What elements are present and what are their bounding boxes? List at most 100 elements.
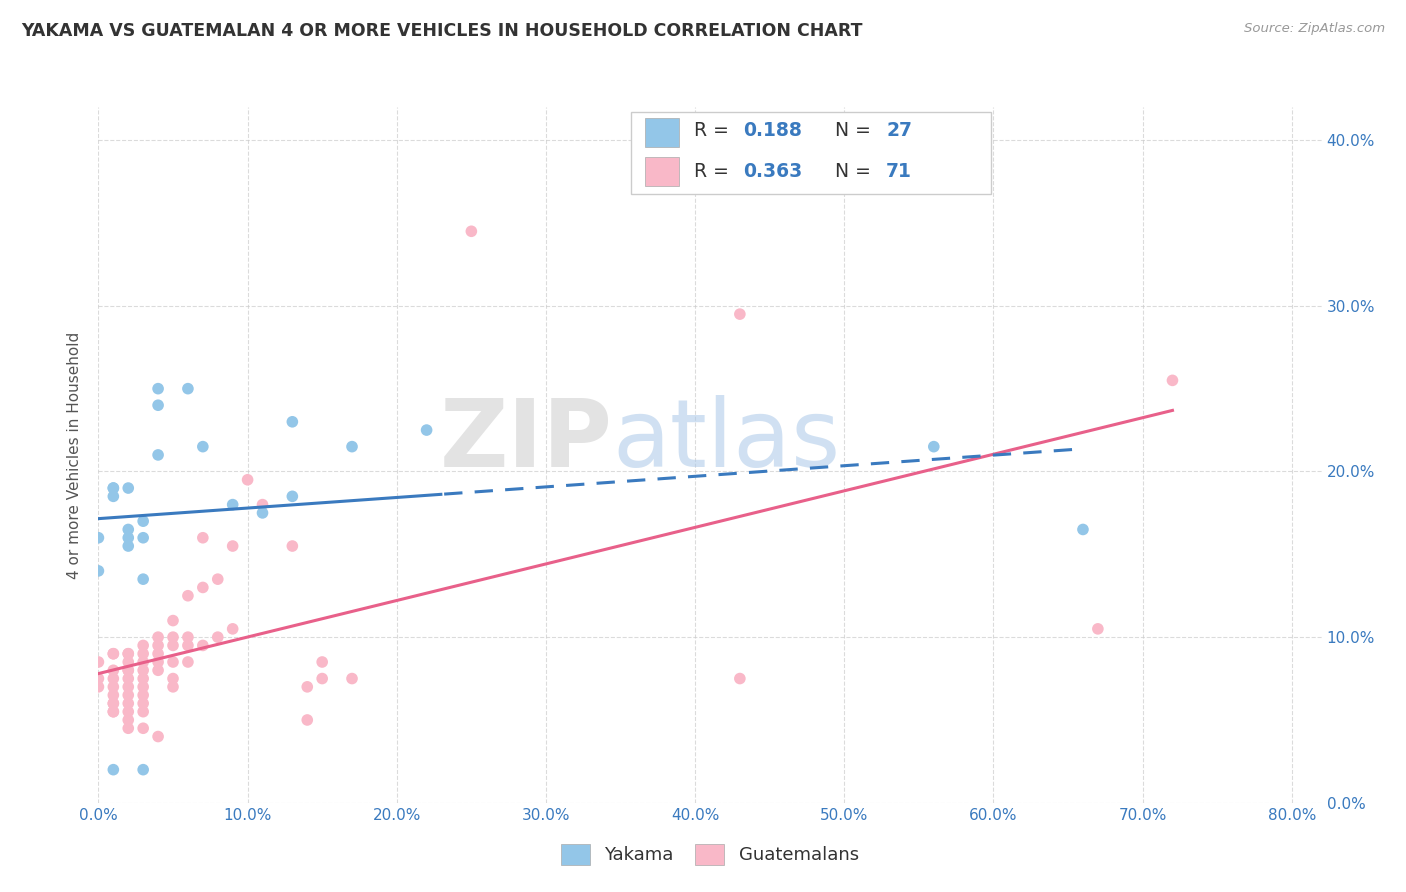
Text: Source: ZipAtlas.com: Source: ZipAtlas.com (1244, 22, 1385, 36)
Point (117, 531, 139, 545)
Point (132, 572, 155, 586)
Text: N =: N = (835, 161, 877, 180)
Point (191, 639, 214, 653)
Point (132, 531, 155, 545)
Point (728, 672, 751, 686)
Point (281, 415, 304, 429)
Point (252, 506, 274, 520)
Point (103, 647, 125, 661)
Point (103, 481, 125, 495)
Point (103, 481, 125, 495)
Point (132, 705, 155, 719)
Point (117, 655, 139, 669)
Point (146, 639, 169, 653)
Point (177, 630, 200, 644)
Point (1087, 622, 1109, 636)
Y-axis label: 4 or more Vehicles in Household: 4 or more Vehicles in Household (67, 331, 83, 579)
Point (87, 531, 110, 545)
Point (922, 440, 945, 454)
Point (103, 680, 125, 694)
Point (1071, 523, 1094, 537)
Text: 71: 71 (886, 161, 912, 180)
Legend: Yakama, Guatemalans: Yakama, Guatemalans (553, 835, 868, 874)
Bar (645, 118, 679, 147)
Point (728, 307, 751, 321)
Point (87, 672, 110, 686)
Point (146, 448, 169, 462)
Bar (645, 157, 679, 186)
Point (117, 721, 139, 735)
Text: N =: N = (835, 121, 877, 140)
Point (177, 639, 200, 653)
Point (132, 514, 155, 528)
FancyBboxPatch shape (630, 112, 991, 194)
Point (103, 763, 125, 777)
Point (132, 655, 155, 669)
Point (117, 705, 139, 719)
Point (191, 440, 214, 454)
Point (415, 423, 437, 437)
Text: ZIP: ZIP (439, 395, 612, 487)
Point (162, 655, 184, 669)
Point (221, 498, 243, 512)
Point (103, 489, 125, 503)
Point (117, 523, 139, 537)
Point (117, 663, 139, 677)
Point (117, 481, 139, 495)
Point (132, 639, 155, 653)
Point (117, 647, 139, 661)
Point (146, 730, 169, 744)
Point (117, 672, 139, 686)
Point (146, 647, 169, 661)
Point (162, 639, 184, 653)
Point (221, 622, 243, 636)
Point (117, 647, 139, 661)
Text: 0.363: 0.363 (742, 161, 803, 180)
Text: atlas: atlas (612, 395, 841, 487)
Point (340, 672, 363, 686)
Text: 27: 27 (886, 121, 912, 140)
Point (87, 564, 110, 578)
Text: R =: R = (695, 161, 735, 180)
Point (177, 655, 200, 669)
Point (191, 531, 214, 545)
Point (146, 663, 169, 677)
Point (162, 630, 184, 644)
Point (117, 539, 139, 553)
Point (146, 398, 169, 412)
Point (132, 663, 155, 677)
Point (146, 655, 169, 669)
Point (132, 647, 155, 661)
Point (117, 680, 139, 694)
Point (132, 763, 155, 777)
Point (132, 680, 155, 694)
Point (103, 705, 125, 719)
Point (103, 663, 125, 677)
Point (117, 713, 139, 727)
Point (297, 713, 319, 727)
Point (177, 382, 200, 396)
Point (177, 589, 200, 603)
Point (162, 680, 184, 694)
Point (281, 489, 304, 503)
Point (146, 382, 169, 396)
Point (132, 697, 155, 711)
Point (132, 688, 155, 702)
Point (117, 697, 139, 711)
Point (236, 473, 259, 487)
Point (207, 572, 229, 586)
Text: R =: R = (695, 121, 735, 140)
Point (103, 705, 125, 719)
Point (311, 655, 333, 669)
Point (281, 539, 304, 553)
Point (1161, 373, 1184, 387)
Text: YAKAMA VS GUATEMALAN 4 OR MORE VEHICLES IN HOUSEHOLD CORRELATION CHART: YAKAMA VS GUATEMALAN 4 OR MORE VEHICLES … (21, 22, 863, 40)
Point (103, 688, 125, 702)
Text: 0.188: 0.188 (742, 121, 801, 140)
Point (132, 721, 155, 735)
Point (311, 672, 333, 686)
Point (132, 672, 155, 686)
Point (252, 498, 274, 512)
Point (117, 688, 139, 702)
Point (162, 672, 184, 686)
